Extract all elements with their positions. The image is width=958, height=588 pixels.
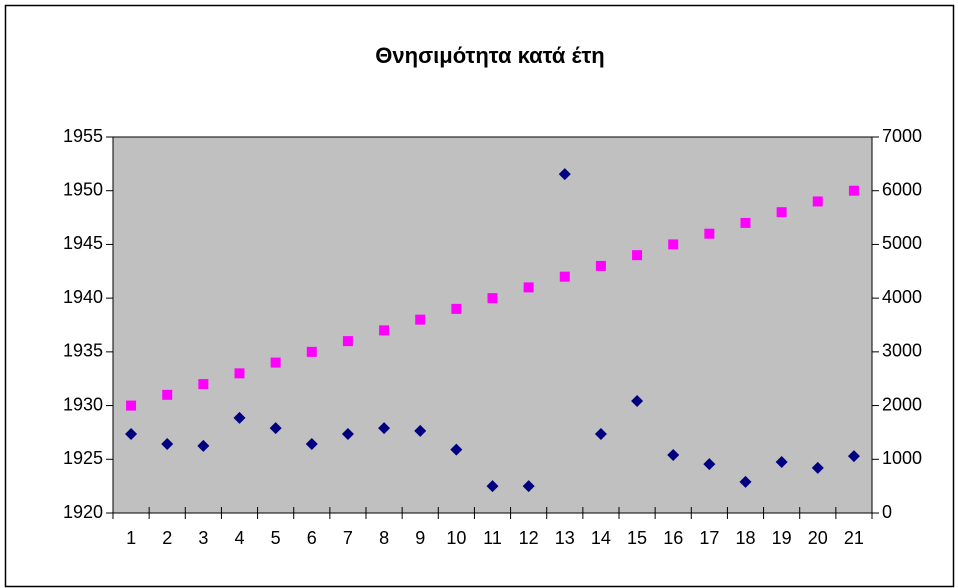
- x-tick-label: 19: [772, 528, 792, 548]
- marker: [234, 368, 245, 379]
- marker: [270, 357, 281, 368]
- marker: [668, 239, 679, 250]
- y-tick-label: 1925: [63, 448, 103, 468]
- marker: [161, 437, 174, 450]
- x-tick-label: 4: [234, 528, 244, 548]
- y2-tick-label: 6000: [882, 179, 922, 199]
- marker: [306, 346, 317, 357]
- x-tick-label: 21: [844, 528, 864, 548]
- marker: [523, 282, 534, 293]
- plot-area: [112, 136, 873, 514]
- marker: [739, 475, 752, 488]
- y2-tick-label: 4000: [882, 287, 922, 307]
- marker: [415, 314, 426, 325]
- x-tick-label: 8: [379, 528, 389, 548]
- marker: [269, 422, 282, 435]
- x-tick-label: 3: [198, 528, 208, 548]
- marker: [162, 389, 173, 400]
- y2-tick-label: 7000: [882, 126, 922, 146]
- marker: [126, 400, 137, 411]
- marker: [667, 448, 680, 461]
- marker: [305, 437, 318, 450]
- marker: [704, 228, 715, 239]
- y2-tick-label: 5000: [882, 233, 922, 253]
- marker: [486, 480, 499, 493]
- x-tick-label: 14: [591, 528, 611, 548]
- marker: [812, 196, 823, 207]
- y2-tick-label: 0: [882, 502, 892, 522]
- y-tick-label: 1940: [63, 287, 103, 307]
- chart-title: Θνησιμότητα κατά έτη: [375, 43, 604, 68]
- marker: [487, 293, 498, 304]
- x-tick-label: 10: [446, 528, 466, 548]
- x-tick-label: 11: [483, 528, 502, 548]
- y2-tick-label: 1000: [882, 448, 922, 468]
- y-tick-label: 1950: [63, 179, 103, 199]
- marker: [594, 428, 607, 441]
- marker: [341, 428, 354, 441]
- x-tick-label: 13: [555, 528, 575, 548]
- marker: [414, 424, 427, 437]
- x-tick-label: 6: [307, 528, 317, 548]
- marker: [558, 168, 571, 181]
- marker: [125, 428, 138, 441]
- y-tick-label: 1935: [63, 341, 103, 361]
- marker: [848, 185, 859, 196]
- marker: [450, 443, 463, 456]
- y-tick-label: 1930: [63, 394, 103, 414]
- marker: [703, 458, 716, 471]
- x-tick-label: 2: [162, 528, 172, 548]
- marker: [775, 455, 788, 468]
- marker: [451, 303, 462, 314]
- y-tick-label: 1955: [63, 126, 103, 146]
- marker: [342, 336, 353, 347]
- x-tick-label: 9: [415, 528, 425, 548]
- marker: [378, 422, 391, 435]
- marker: [233, 411, 246, 424]
- x-tick-label: 12: [519, 528, 539, 548]
- x-tick-label: 17: [699, 528, 719, 548]
- x-tick-label: 5: [271, 528, 281, 548]
- y-tick-label: 1945: [63, 233, 103, 253]
- x-tick-label: 1: [126, 528, 136, 548]
- x-tick-label: 18: [735, 528, 755, 548]
- y-tick-label: 1920: [63, 502, 103, 522]
- marker: [522, 480, 535, 493]
- marker: [776, 207, 787, 218]
- y2-tick-label: 3000: [882, 341, 922, 361]
- marker: [811, 461, 824, 474]
- marker: [559, 271, 570, 282]
- marker: [740, 217, 751, 228]
- y2-tick-label: 2000: [882, 394, 922, 414]
- marker: [379, 325, 390, 336]
- x-tick-label: 16: [663, 528, 683, 548]
- x-tick-label: 15: [627, 528, 647, 548]
- x-tick-label: 20: [808, 528, 828, 548]
- marker: [631, 395, 644, 408]
- marker: [197, 439, 210, 452]
- marker: [198, 379, 209, 390]
- marker: [632, 250, 643, 261]
- marker: [847, 450, 860, 463]
- marker: [595, 260, 606, 271]
- x-tick-label: 7: [343, 528, 353, 548]
